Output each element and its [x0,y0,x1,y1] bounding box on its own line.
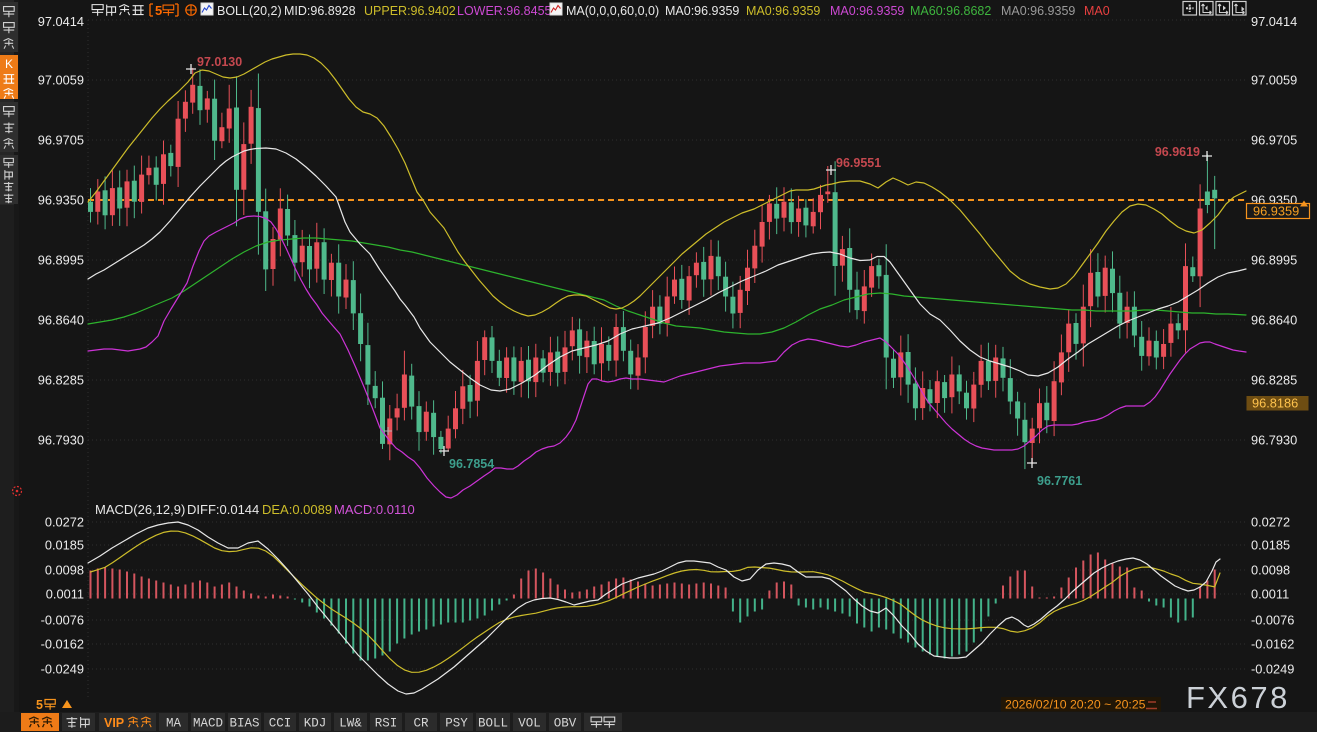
svg-text:96.8995: 96.8995 [1251,253,1297,268]
svg-text:MA0:96.9359: MA0:96.9359 [1001,4,1075,18]
svg-text:BIAS: BIAS [229,717,259,731]
svg-text:0.0272: 0.0272 [45,515,84,530]
svg-text:MID:96.8928: MID:96.8928 [284,4,356,18]
svg-text:MA(0,0,0,60,0,0): MA(0,0,0,60,0,0) [566,4,659,18]
svg-text:MA60:96.8682: MA60:96.8682 [910,4,991,18]
svg-text:0.0098: 0.0098 [1251,563,1290,578]
svg-text:96.9350: 96.9350 [38,193,84,208]
svg-text:96.8640: 96.8640 [38,313,84,328]
svg-text:96.8995: 96.8995 [38,253,84,268]
svg-text:LW&: LW& [339,717,362,731]
svg-text:CCI: CCI [269,717,292,731]
svg-text:RSI: RSI [375,717,398,731]
svg-text:MA: MA [166,717,182,731]
svg-text:-0.0249: -0.0249 [41,662,84,677]
svg-text:5: 5 [155,3,162,18]
svg-text:MA0:96.9359: MA0:96.9359 [665,4,739,18]
svg-text:KDJ: KDJ [304,717,327,731]
svg-text:K: K [5,57,13,71]
svg-text:96.8640: 96.8640 [1251,313,1297,328]
svg-text:96.7854: 96.7854 [449,457,494,471]
svg-text:97.0414: 97.0414 [1251,14,1297,29]
svg-text:VIP: VIP [104,716,124,730]
svg-text:96.8285: 96.8285 [1251,373,1297,388]
svg-text:VOL: VOL [518,717,541,731]
svg-text:0.0185: 0.0185 [45,538,84,553]
svg-text:96.7930: 96.7930 [1251,433,1297,448]
svg-text:-0.0249: -0.0249 [1251,662,1294,677]
svg-text:96.9551: 96.9551 [836,156,881,170]
svg-text:0.0098: 0.0098 [45,563,84,578]
svg-text:96.7930: 96.7930 [38,433,84,448]
svg-text:-0.0076: -0.0076 [41,613,84,628]
svg-text:-0.0162: -0.0162 [1251,637,1294,652]
svg-text:LOWER:96.8455: LOWER:96.8455 [457,4,552,18]
svg-text:97.0414: 97.0414 [38,14,84,29]
svg-text:0.0011: 0.0011 [46,587,84,602]
svg-text:OBV: OBV [554,717,577,731]
svg-text:-0.0162: -0.0162 [41,637,84,652]
svg-text:97.0059: 97.0059 [38,73,84,88]
svg-text:MACD: MACD [193,717,223,731]
svg-text:FX678: FX678 [1186,680,1290,715]
svg-text:96.7761: 96.7761 [1037,474,1082,488]
svg-text:0.0272: 0.0272 [1251,515,1290,530]
svg-text:MACD(26,12,9): MACD(26,12,9) [95,502,185,517]
svg-text:96.9359: 96.9359 [1253,204,1299,219]
svg-text:PSY: PSY [445,717,468,731]
svg-text:5: 5 [36,698,43,712]
svg-text:MACD:0.0110: MACD:0.0110 [334,502,415,517]
svg-text:BOLL: BOLL [478,717,508,731]
svg-text:0.0185: 0.0185 [1251,538,1290,553]
svg-text:DIFF:0.0144: DIFF:0.0144 [187,502,259,517]
svg-text:MA0:96.9359: MA0:96.9359 [830,4,904,18]
svg-text:96.9619: 96.9619 [1155,145,1200,159]
svg-text:-0.0076: -0.0076 [1251,613,1294,628]
svg-text:0.0011: 0.0011 [1251,587,1289,602]
svg-text:MA0:96.9359: MA0:96.9359 [746,4,820,18]
svg-text:CR: CR [413,717,429,731]
svg-text:2026/02/10 20:20 ~ 20:25: 2026/02/10 20:20 ~ 20:25 [1005,698,1146,712]
svg-text:97.0059: 97.0059 [1251,73,1297,88]
svg-text:BOLL(20,2): BOLL(20,2) [217,4,282,18]
svg-text:UPPER:96.9402: UPPER:96.9402 [364,4,456,18]
svg-text:96.9705: 96.9705 [38,133,84,148]
svg-text:96.9705: 96.9705 [1251,133,1297,148]
svg-text:96.8285: 96.8285 [38,373,84,388]
svg-text:DEA:0.0089: DEA:0.0089 [262,502,332,517]
svg-text:96.8186: 96.8186 [1252,396,1298,411]
svg-text:97.0130: 97.0130 [197,55,242,69]
svg-text:MA0: MA0 [1084,4,1110,18]
